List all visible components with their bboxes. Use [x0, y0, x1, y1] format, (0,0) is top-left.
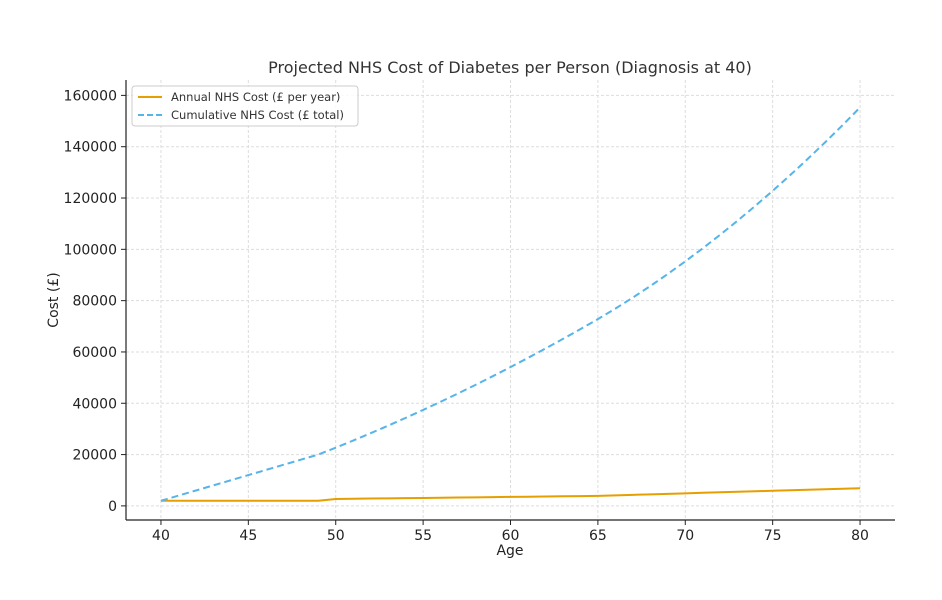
annual-cost-line [160, 487, 861, 502]
legend-box [131, 85, 359, 127]
y-tick-label: 120000 [64, 191, 117, 207]
y-tick-label: 100000 [64, 242, 117, 258]
legend-label-cumulative: Cumulative NHS Cost (£ total) [171, 108, 344, 122]
x-tick-label: 80 [851, 528, 869, 544]
x-tick-label: 75 [764, 528, 782, 544]
y-axis-label: Cost (£) [46, 272, 62, 327]
y-tick-label: 0 [108, 499, 117, 515]
x-axis-label: Age [496, 543, 523, 559]
x-tick-label: 70 [676, 528, 694, 544]
x-tick-label: 55 [414, 528, 432, 544]
y-tick-label: 20000 [72, 448, 117, 464]
y-tick-label: 60000 [72, 345, 117, 361]
y-tick-label: 140000 [64, 140, 117, 156]
y-tick-label: 40000 [72, 396, 117, 412]
x-tick-label: 45 [239, 528, 257, 544]
series-layer [160, 106, 861, 502]
x-tick-label: 65 [589, 528, 607, 544]
legend-label-annual: Annual NHS Cost (£ per year) [171, 90, 340, 104]
y-tick-label: 80000 [72, 294, 117, 310]
x-tick-label: 40 [152, 528, 170, 544]
x-tick-label: 60 [502, 528, 520, 544]
cumulative-cost-line [160, 106, 861, 502]
chart-title: Projected NHS Cost of Diabetes per Perso… [268, 58, 752, 77]
legend: Annual NHS Cost (£ per year) Cumulative … [131, 85, 359, 127]
grid-layer [126, 80, 895, 520]
x-ticks: 40 45 50 55 60 65 70 75 80 [152, 520, 869, 544]
x-tick-label: 50 [327, 528, 345, 544]
y-ticks: 0 20000 40000 60000 80000 100000 120000 140000 1… [64, 88, 126, 515]
y-tick-label: 160000 [64, 88, 117, 104]
